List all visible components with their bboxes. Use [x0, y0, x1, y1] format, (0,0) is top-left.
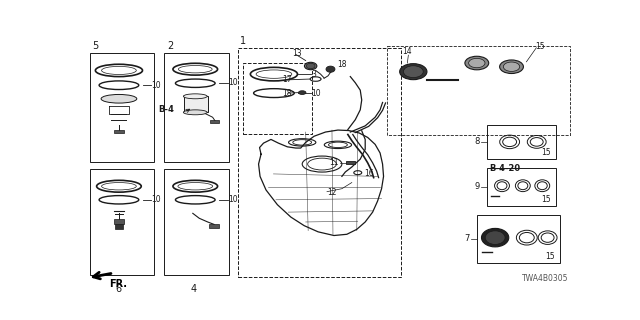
Bar	[237, 48, 401, 277]
Bar	[477, 215, 560, 263]
Bar	[243, 63, 312, 134]
Bar	[90, 53, 154, 162]
Text: 17: 17	[282, 75, 292, 84]
Bar	[184, 96, 208, 112]
Text: 10: 10	[228, 195, 237, 204]
Ellipse shape	[481, 228, 509, 247]
Ellipse shape	[468, 58, 485, 68]
Text: 16: 16	[364, 169, 373, 178]
Text: 11: 11	[330, 158, 339, 167]
Text: 9: 9	[474, 182, 479, 191]
Bar	[114, 219, 124, 224]
Ellipse shape	[403, 66, 423, 77]
Bar	[164, 169, 229, 275]
Bar	[210, 120, 219, 124]
Ellipse shape	[184, 110, 207, 115]
Ellipse shape	[184, 94, 207, 99]
Text: 15: 15	[545, 252, 555, 261]
Text: B-4: B-4	[158, 105, 174, 114]
Bar	[486, 168, 556, 206]
Text: 10: 10	[228, 78, 237, 87]
Ellipse shape	[101, 94, 137, 103]
Text: 7: 7	[464, 234, 469, 243]
Text: 1: 1	[240, 36, 246, 46]
Bar	[486, 124, 556, 159]
Text: B-4-20: B-4-20	[489, 164, 520, 173]
Text: 18: 18	[282, 89, 292, 98]
Ellipse shape	[485, 231, 505, 244]
Text: 13: 13	[292, 49, 301, 58]
Bar	[90, 169, 154, 275]
Ellipse shape	[326, 66, 335, 72]
Text: 3: 3	[312, 70, 317, 79]
Text: 10: 10	[152, 81, 161, 90]
Text: 18: 18	[337, 60, 346, 69]
Ellipse shape	[399, 64, 427, 80]
Text: 15: 15	[541, 148, 551, 157]
Text: 15: 15	[535, 42, 545, 51]
Bar	[209, 224, 219, 228]
Text: 10: 10	[312, 89, 321, 98]
Text: 2: 2	[167, 41, 173, 51]
Ellipse shape	[306, 63, 315, 69]
Text: 14: 14	[403, 47, 412, 56]
Text: 10: 10	[152, 195, 161, 204]
Text: 5: 5	[92, 41, 99, 51]
Text: 12: 12	[327, 188, 337, 197]
Text: 15: 15	[541, 195, 551, 204]
Text: 4: 4	[190, 284, 196, 293]
Text: TWA4B0305: TWA4B0305	[522, 274, 568, 283]
Bar	[164, 53, 229, 162]
Text: 6: 6	[116, 284, 122, 293]
Ellipse shape	[503, 62, 520, 71]
Text: FR.: FR.	[109, 279, 127, 289]
Bar	[346, 161, 355, 164]
Bar	[114, 130, 124, 133]
Ellipse shape	[298, 91, 306, 94]
Text: 8: 8	[474, 137, 479, 146]
Ellipse shape	[500, 60, 524, 74]
Ellipse shape	[465, 56, 489, 70]
Bar	[115, 224, 123, 229]
Ellipse shape	[305, 62, 317, 70]
